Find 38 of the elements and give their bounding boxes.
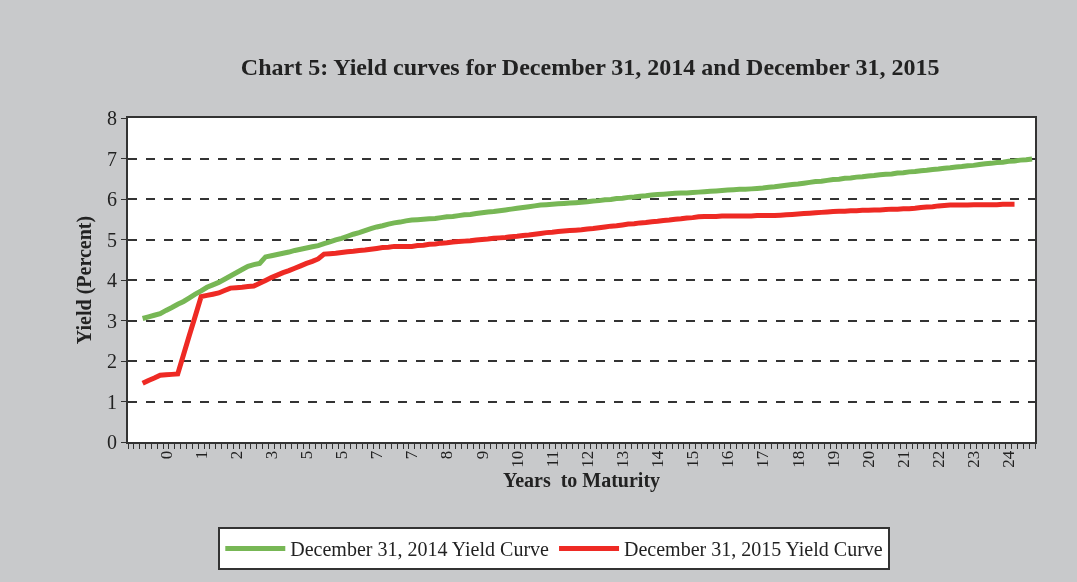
x-tick-label: 22 xyxy=(928,450,948,468)
x-tick-label: 23 xyxy=(964,450,984,468)
y-tick-label: 5 xyxy=(107,228,117,251)
x-tick-label: 3 xyxy=(261,450,281,460)
x-tick-label: 9 xyxy=(472,450,492,460)
y-tick-label: 4 xyxy=(107,269,117,291)
x-tick-label: 17 xyxy=(753,450,773,468)
y-tick-label: 2 xyxy=(107,350,117,372)
x-tick-label: 18 xyxy=(788,450,808,468)
legend-label: December 31, 2015 Yield Curve xyxy=(624,538,883,561)
x-tick-label: 15 xyxy=(683,450,703,468)
y-tick-label: 1 xyxy=(107,390,117,413)
legend-label: December 31, 2014 Yield Curve xyxy=(290,538,550,561)
x-tick-label: 10 xyxy=(507,450,527,468)
x-tick-label: 24 xyxy=(999,450,1019,468)
x-tick-label: 20 xyxy=(858,450,878,468)
x-tick-label: 21 xyxy=(893,450,913,468)
y-tick-label: 6 xyxy=(107,188,117,210)
x-tick-label: 16 xyxy=(718,450,738,468)
x-tick-label: 2 xyxy=(226,450,246,460)
chart-title: Chart 5: Yield curves for December 31, 2014 and December 31, 2015 xyxy=(240,54,940,81)
y-tick-label: 3 xyxy=(107,309,117,332)
x-tick-label: 7 xyxy=(367,450,387,460)
x-tick-label: 1 xyxy=(191,450,211,460)
x-tick-label: 5 xyxy=(332,450,352,460)
x-tick-label: 0 xyxy=(156,450,176,460)
y-tick-label: 8 xyxy=(107,107,117,129)
x-tick-label: 8 xyxy=(437,450,457,460)
x-tick-label: 13 xyxy=(612,450,632,468)
x-tick-label: 19 xyxy=(823,450,843,468)
y-tick-label: 7 xyxy=(107,147,117,170)
x-tick-label: 7 xyxy=(402,450,422,460)
x-tick-label: 12 xyxy=(577,450,597,468)
x-tick-label: 11 xyxy=(542,450,562,468)
x-axis-title: Years to Maturity xyxy=(502,468,661,492)
y-axis-title: Yield (Percent) xyxy=(73,215,96,345)
x-tick-label: 5 xyxy=(296,450,316,460)
x-tick-label: 14 xyxy=(648,450,668,468)
